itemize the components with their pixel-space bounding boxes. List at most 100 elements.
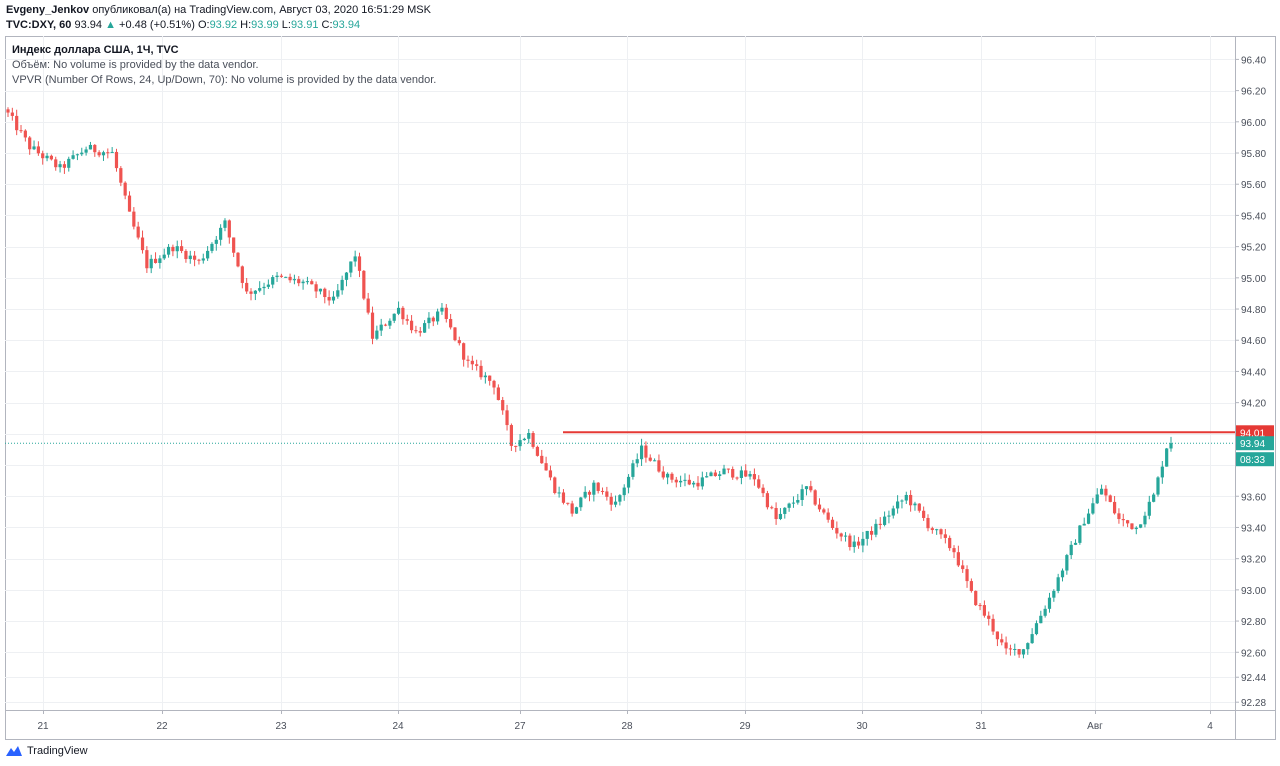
candle-body — [340, 279, 344, 291]
candle-body — [943, 534, 947, 538]
candle-body — [1069, 544, 1073, 556]
candle-body — [219, 227, 223, 240]
candle-body — [1030, 634, 1034, 644]
tradingview-logo-icon[interactable] — [5, 744, 23, 758]
candle-body — [1065, 555, 1069, 571]
candle-body — [865, 530, 869, 539]
candle-body — [778, 513, 783, 520]
candle-body — [492, 380, 496, 388]
candle-body — [904, 494, 908, 501]
candle-body — [644, 445, 648, 458]
candle-body — [735, 477, 739, 479]
high-value: 93.99 — [251, 19, 279, 31]
candle-body — [822, 509, 826, 513]
candle-body — [457, 340, 461, 344]
candle-body — [1130, 523, 1134, 530]
candle-body — [388, 320, 392, 326]
candle-body — [344, 272, 349, 280]
price-tick-label: 94.20 — [1241, 399, 1266, 410]
price-tick-label: 94.80 — [1241, 305, 1266, 316]
time-tick-label: 22 — [156, 721, 168, 732]
time-tick-label: 24 — [392, 721, 404, 732]
candle-body — [383, 324, 388, 326]
candle-body — [214, 239, 218, 244]
candle-body — [436, 311, 440, 322]
candle-body — [922, 510, 926, 518]
candle-body — [540, 455, 544, 464]
change-value: +0.48 (+0.51%) — [119, 19, 195, 31]
candle-body — [392, 313, 396, 321]
candle-body — [861, 538, 865, 546]
time-tick-label: Авг — [1087, 721, 1103, 732]
candle-body — [440, 307, 444, 312]
candle-body — [926, 517, 930, 529]
candle-body — [744, 470, 748, 477]
candle-body — [961, 565, 965, 570]
candle-body — [995, 631, 1000, 640]
candle-body — [843, 535, 848, 537]
candle-body — [878, 523, 882, 525]
candle-body — [969, 581, 973, 591]
grid-layer — [5, 36, 1276, 740]
candle-body — [1126, 520, 1130, 524]
open-label: O: — [197, 19, 210, 31]
candle-body — [266, 284, 270, 287]
last-price-value: 93.94 — [74, 19, 103, 31]
candle-body — [1060, 570, 1065, 578]
candle-body — [544, 463, 548, 471]
candle-body — [483, 375, 487, 378]
candle-body — [449, 318, 453, 328]
candle-body — [852, 541, 856, 548]
candle-body — [292, 279, 297, 281]
candle-body — [896, 501, 900, 509]
candle-body — [1008, 648, 1013, 650]
candle-body — [479, 365, 483, 378]
candle-body — [466, 359, 470, 361]
candle-body — [830, 519, 835, 529]
candle-body — [557, 492, 561, 494]
candle-body — [1078, 525, 1082, 543]
candle-body — [97, 152, 101, 156]
candle-body — [357, 256, 362, 271]
candle-body — [522, 438, 527, 441]
author-name[interactable]: Evgeny_Jenkov — [6, 4, 90, 16]
candle-body — [162, 254, 166, 259]
axis-layer: 96.40 96.20 96.00 95.80 95.60 95.40 95.20 95.00… — [37, 55, 1266, 732]
candle-body — [765, 493, 770, 508]
price-tick-label: 96.00 — [1241, 118, 1266, 129]
time-tick-label: 31 — [975, 721, 987, 732]
candle-body — [770, 507, 774, 509]
price-tick-label: 93.20 — [1241, 555, 1266, 566]
candle-body — [119, 168, 123, 183]
candle-body — [1047, 597, 1052, 609]
candle-body — [609, 496, 613, 505]
candle-body — [179, 246, 184, 251]
candle-body — [236, 252, 240, 267]
candle-body — [514, 445, 518, 447]
candle-body — [817, 504, 822, 510]
candle-body — [409, 320, 414, 331]
candle-body — [10, 112, 14, 116]
candle-body — [15, 115, 19, 131]
candle-body — [657, 460, 661, 472]
candle-body — [1026, 643, 1030, 650]
candle-body — [93, 144, 97, 153]
candle-body — [835, 528, 839, 534]
chart-frame[interactable]: 94.01 93.94 08:33 96.40 96.20 96.00 95.80 95.6… — [5, 36, 1276, 740]
candle-body — [722, 468, 726, 475]
symbol-label: TVC:DXY, 60 — [6, 19, 72, 31]
candle-body — [193, 255, 197, 260]
candle-body — [28, 137, 32, 150]
candle-body — [1134, 527, 1138, 530]
candle-body — [1082, 523, 1086, 526]
candle-body — [80, 152, 84, 155]
candle-body — [709, 472, 713, 477]
footer-brand[interactable]: TradingView — [27, 745, 88, 757]
candle-body — [305, 281, 310, 283]
candle-body — [284, 276, 288, 278]
candle-body — [310, 281, 314, 285]
candle-body — [1108, 495, 1112, 502]
candle-body — [1139, 524, 1143, 528]
candle-body — [648, 457, 652, 461]
